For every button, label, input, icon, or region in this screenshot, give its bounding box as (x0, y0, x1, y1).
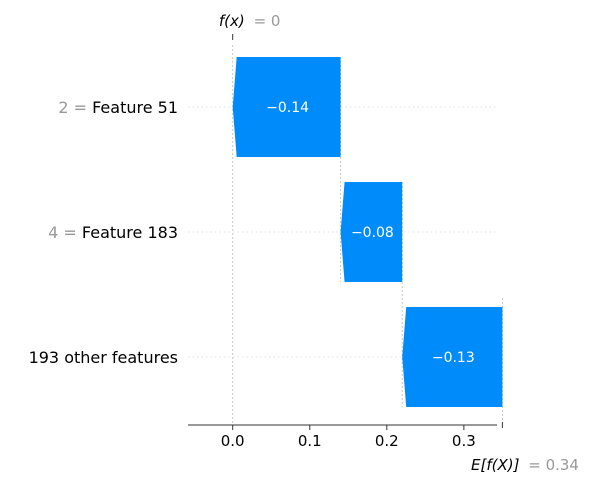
y-label-feature-0: Feature 51 (92, 98, 178, 117)
bar-label-2: −0.13 (432, 350, 475, 366)
base-value-annotation: E[f(X)] = 0.34 (471, 456, 579, 474)
y-label-1: 4 = Feature 183 (48, 223, 178, 242)
x-axis: 0.0 0.1 0.2 0.3 (188, 34, 503, 450)
y-label-value-0: 2 = (58, 98, 92, 117)
y-label-feature-1: Feature 183 (82, 223, 178, 242)
y-label-feature-2: 193 other features (29, 348, 178, 367)
bar-label-1: −0.08 (351, 225, 394, 241)
y-label-2: 193 other features (29, 348, 178, 367)
bar-2 (402, 307, 503, 407)
x-tick-label-3: 0.3 (452, 432, 476, 450)
fx-value: = 0 (254, 12, 281, 30)
x-tick-label-2: 0.2 (375, 432, 399, 450)
base-label: E[f(X)] (471, 456, 520, 474)
x-tick-label-0: 0.0 (221, 432, 245, 450)
y-labels: 2 = Feature 51 4 = Feature 183 193 other f… (29, 98, 178, 367)
base-value: = 0.34 (528, 456, 579, 474)
fx-label: f(x) (219, 12, 245, 30)
bar-1 (340, 182, 403, 282)
y-label-0: 2 = Feature 51 (58, 98, 178, 117)
x-tick-label-1: 0.1 (298, 432, 322, 450)
bar-label-0: −0.14 (266, 100, 309, 116)
bars: −0.14 −0.08 −0.13 (232, 57, 503, 407)
y-label-value-1: 4 = (48, 223, 82, 242)
fx-annotation: f(x) = 0 (219, 12, 281, 30)
bar-0 (232, 57, 341, 157)
